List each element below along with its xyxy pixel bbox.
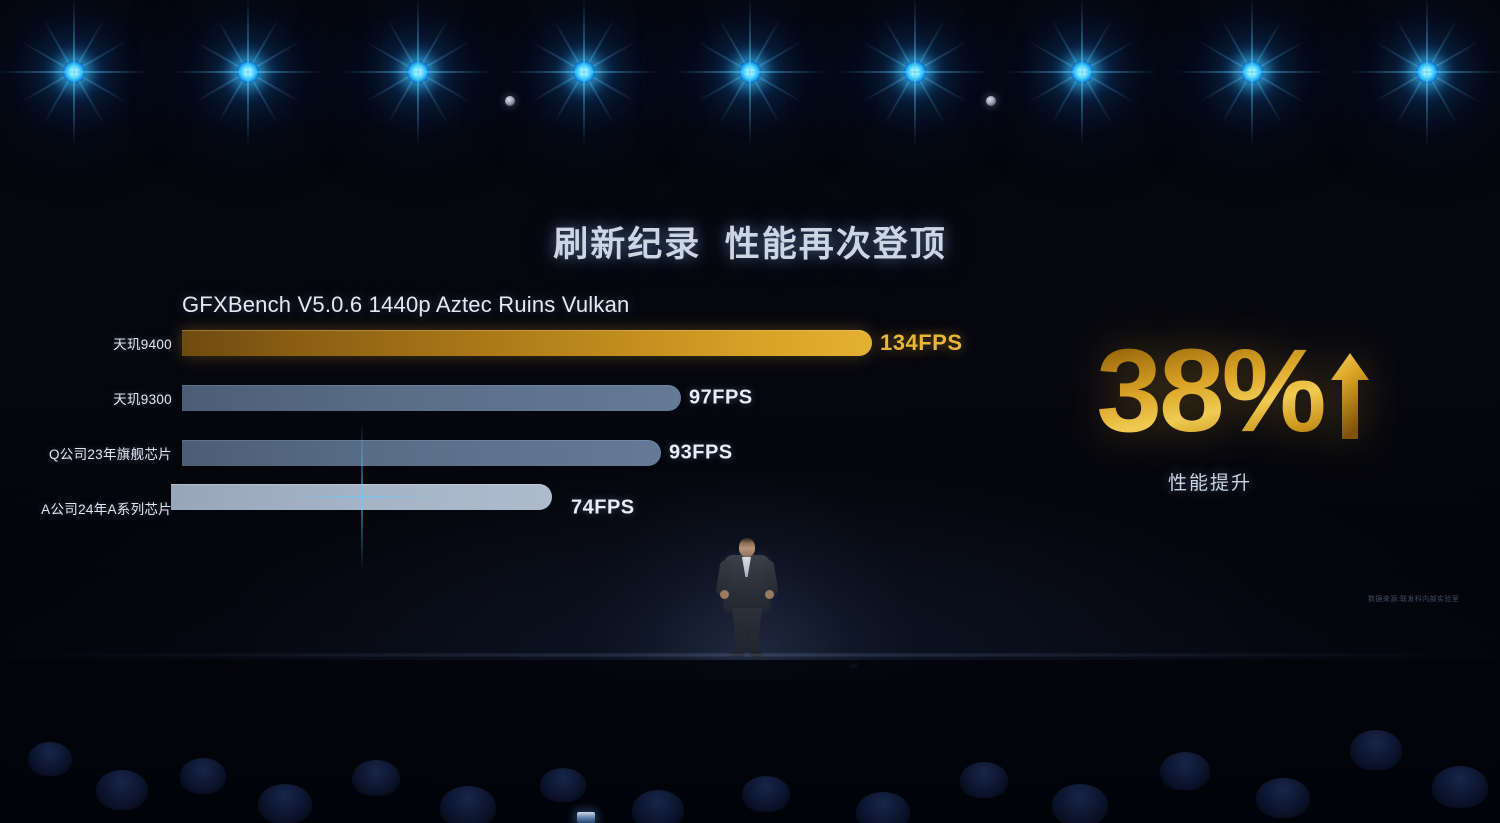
audience-head [1256, 778, 1310, 818]
presenter-hand-right [765, 590, 774, 599]
gain-percentage: 38% [1096, 329, 1369, 454]
gain-caption: 性能提升 [1167, 472, 1252, 494]
chart-bar [182, 440, 661, 466]
audience-head [352, 760, 400, 796]
chart-heading: GFXBench V5.0.6 1440p Aztec Ruins Vulkan [182, 292, 630, 317]
stage-light-9 [1352, 61, 1500, 83]
chart-bar [182, 330, 872, 356]
audience-head [180, 758, 226, 794]
presenter-hand-left [720, 590, 729, 599]
chart-bar-value: 97FPS [689, 386, 753, 409]
stage-light-4 [509, 61, 659, 83]
footnote-disclaimer: 数据来源:联发科内部实验室 [1368, 596, 1460, 603]
chart-row: Q公司23年旗舰芯片 93FPS [0, 440, 1010, 466]
presenter-shoe-right [750, 652, 763, 657]
stage-light-3 [343, 61, 493, 83]
chart-bar-value: 93FPS [669, 441, 733, 464]
audience-head [28, 742, 72, 776]
presenter-head [739, 538, 755, 557]
audience-head [856, 792, 910, 823]
performance-gain-block: 38% 性能提升 [1030, 329, 1390, 495]
chart-bar [182, 385, 681, 411]
chart-bar-value: 134FPS [880, 330, 963, 355]
stage-light-1 [0, 61, 149, 83]
chart-row-label: Q公司23年旗舰芯片 [48, 447, 172, 462]
slide-title: 刷新纪录 性能再次登顶 [553, 225, 947, 264]
chart-bar [171, 484, 552, 510]
audience-head [96, 770, 148, 810]
presenter-legs [732, 608, 762, 654]
audience-head [540, 768, 586, 802]
stage-edge-line [0, 654, 1500, 656]
arrow-up-icon [1330, 338, 1370, 439]
keynote-presenter [715, 538, 779, 660]
chart-row: 天玑9400 134FPS [0, 330, 1010, 356]
audience-head [1160, 752, 1210, 790]
audience-head [1052, 784, 1108, 823]
audience-head [960, 762, 1008, 798]
chart-row: A公司24年A系列芯片 74FPS [0, 484, 1010, 521]
chart-row-label: 天玑9400 [113, 337, 172, 352]
dim-orb-2 [986, 96, 996, 106]
stage-light-6 [840, 61, 990, 83]
audience-head [258, 784, 312, 823]
stage-light-8 [1177, 61, 1327, 83]
audience-head [632, 790, 684, 823]
audience-head [1432, 766, 1488, 808]
chart-row: 天玑9300 97FPS [0, 385, 1010, 411]
stage-light-5 [675, 61, 825, 83]
dim-orb-1 [505, 96, 515, 106]
audience-silhouettes [0, 660, 1500, 823]
stage-light-2 [173, 61, 323, 83]
stage-light-7 [1007, 61, 1157, 83]
chart-bar-value: 74FPS [571, 496, 635, 519]
presenter-shirt [742, 557, 751, 577]
audience-head [1350, 730, 1402, 770]
audience-phone-screen [577, 812, 595, 823]
chart-row-label: A公司24年A系列芯片 [41, 502, 172, 517]
benchmark-chart: GFXBench V5.0.6 1440p Aztec Ruins Vulkan… [0, 292, 1010, 542]
audience-head [440, 786, 496, 823]
presenter-shoe-left [731, 652, 744, 657]
chart-row-label: 天玑9300 [113, 392, 172, 407]
audience-head [742, 776, 790, 812]
